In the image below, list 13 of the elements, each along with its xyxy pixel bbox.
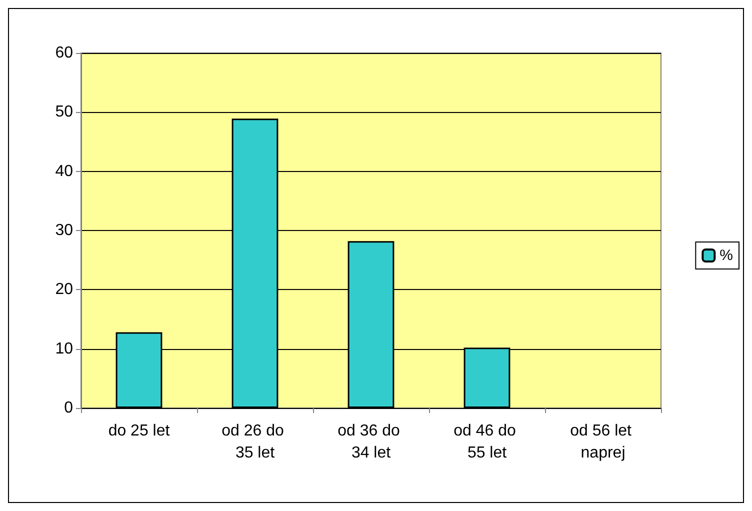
x-tick-label: od 26 do 35 let [222, 422, 288, 462]
x-tick-label: od 36 do 34 let [338, 422, 404, 462]
x-tick-label: od 56 let naprej [570, 422, 636, 462]
legend-label: % [720, 247, 734, 264]
y-tick-label: 60 [55, 44, 74, 62]
y-tick-label: 20 [55, 281, 74, 298]
x-tick-label: do 25 let [108, 422, 170, 440]
y-tick-label: 40 [55, 162, 74, 180]
y-tick-label: 30 [55, 222, 74, 239]
x-tick-label: od 46 do 55 let [454, 422, 520, 462]
y-tick-label: 10 [55, 340, 74, 358]
y-tick-label: 0 [64, 400, 74, 416]
y-tick-label: 50 [55, 104, 74, 121]
